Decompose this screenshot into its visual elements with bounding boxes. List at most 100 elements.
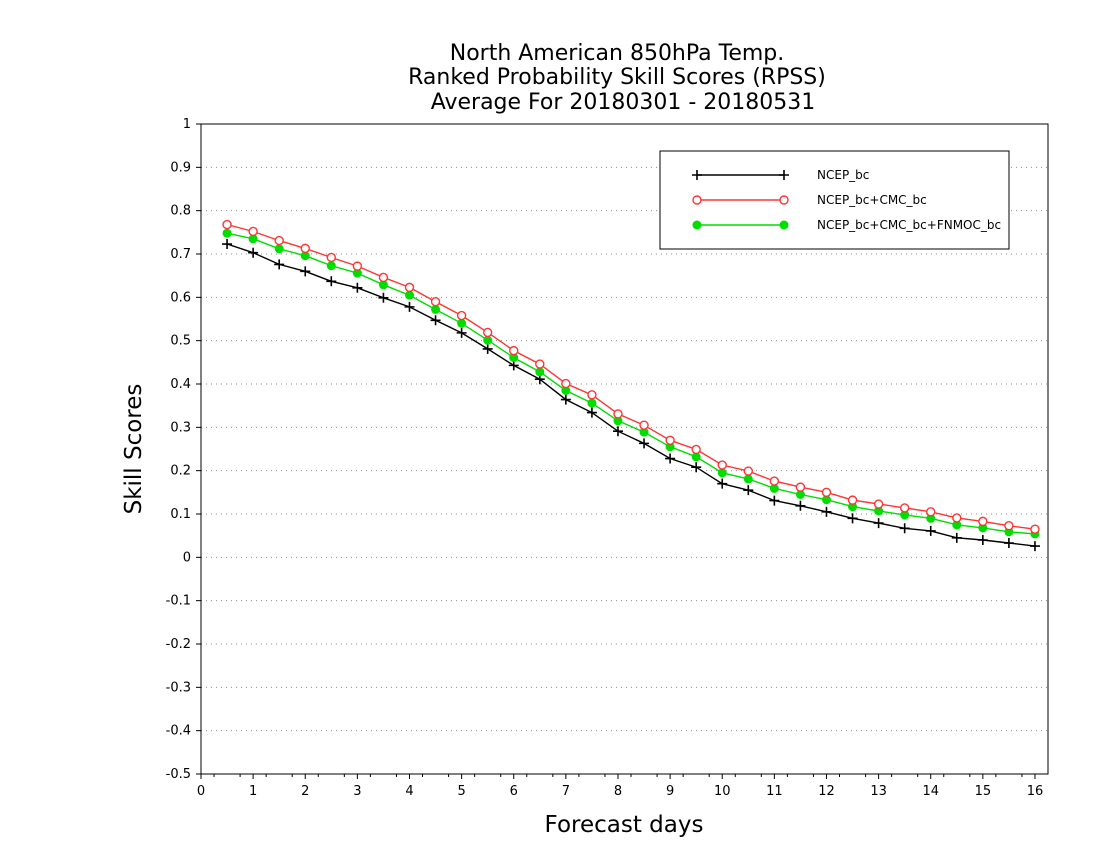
chart-title-line-2: Ranked Probability Skill Scores (RPSS): [408, 65, 826, 90]
filled-circle-marker: [587, 398, 597, 408]
open-circle-marker: [430, 296, 441, 307]
plus-marker: [925, 525, 936, 536]
y-tick-label: -0.5: [166, 767, 191, 782]
legend-label: NCEP_bc+CMC_bc: [817, 193, 927, 207]
filled-circle-marker: [743, 474, 753, 484]
open-circle-marker: [795, 482, 806, 492]
filled-circle-marker: [483, 335, 493, 345]
x-tick-label: 10: [714, 784, 731, 799]
open-circle-marker: [300, 243, 310, 254]
open-circle-marker: [509, 345, 519, 356]
plus-marker: [300, 266, 311, 277]
filled-circle-marker: [222, 228, 232, 238]
y-axis-ticks: -0.5 -0.4 -0.3 -0.2 -0.1 0 0.1 0.2 0.3 0.4 0.5 0.6 0…: [166, 117, 201, 782]
plus-marker: [456, 327, 467, 338]
filled-circle-marker: [692, 220, 702, 230]
filled-circle-marker: [457, 318, 467, 328]
filled-circle-marker: [535, 367, 545, 377]
x-tick-label: 13: [870, 784, 887, 799]
y-tick-label: -0.4: [166, 724, 191, 739]
x-axis-title: Forecast days: [545, 812, 704, 838]
series-layer: [222, 219, 1040, 552]
x-tick-label: 7: [562, 784, 570, 799]
plus-marker: [951, 532, 962, 543]
y-tick-label: -0.1: [166, 594, 191, 609]
plus-marker: [899, 523, 910, 534]
open-circle-marker: [743, 466, 753, 476]
y-tick-label: 0.3: [170, 420, 191, 435]
plus-marker: [274, 259, 285, 270]
plus-marker: [1029, 541, 1040, 552]
plus-marker: [977, 535, 988, 545]
open-circle-marker: [378, 272, 389, 283]
y-tick-label: 0.9: [170, 160, 191, 175]
plus-marker: [222, 239, 233, 250]
open-circle-marker: [692, 195, 702, 205]
series-ncep-bc-cmc-bc-fnmoc-bc: [222, 228, 1040, 539]
open-circle-marker: [779, 195, 789, 205]
x-tick-label: 1: [249, 784, 257, 799]
x-tick-label: 6: [510, 784, 518, 799]
chart-title-line-1: North American 850hPa Temp.: [450, 41, 785, 66]
y-tick-label: 0: [183, 550, 191, 565]
plus-marker: [821, 506, 832, 517]
y-tick-label: -0.2: [166, 637, 191, 652]
filled-circle-marker: [717, 468, 727, 478]
plus-marker: [692, 170, 702, 180]
y-tick-label: 0.2: [170, 464, 191, 479]
plus-marker: [248, 247, 259, 258]
filled-circle-marker: [274, 244, 284, 254]
open-circle-marker: [952, 513, 962, 523]
open-circle-marker: [899, 503, 910, 513]
open-circle-marker: [639, 420, 649, 430]
plus-marker: [482, 343, 493, 354]
filled-circle-marker: [326, 261, 336, 271]
plus-marker: [352, 282, 363, 293]
open-circle-marker: [1004, 521, 1014, 531]
open-circle-marker: [222, 219, 232, 230]
y-tick-label: 0.4: [170, 377, 191, 392]
plus-marker: [612, 426, 623, 437]
x-tick-label: 15: [975, 784, 992, 799]
x-tick-label: 3: [353, 784, 361, 799]
filled-circle-marker: [779, 220, 789, 230]
open-circle-marker: [326, 252, 337, 263]
chart-title: North American 850hPa Temp. Ranked Proba…: [408, 41, 826, 115]
y-tick-label: 1: [183, 117, 191, 132]
open-circle-marker: [456, 310, 467, 321]
plus-marker: [717, 478, 728, 489]
open-circle-marker: [717, 460, 727, 470]
open-circle-marker: [248, 226, 258, 237]
x-tick-label: 4: [405, 784, 413, 799]
chart-title-line-3: Average For 20180301 - 20180531: [431, 90, 816, 115]
plus-marker: [404, 301, 415, 312]
open-circle-marker: [535, 359, 545, 369]
plus-marker: [378, 292, 389, 303]
open-circle-marker: [873, 499, 884, 509]
open-circle-marker: [352, 261, 363, 271]
x-tick-label: 12: [818, 784, 835, 799]
open-circle-marker: [587, 390, 597, 400]
plus-marker: [847, 513, 858, 524]
open-circle-marker: [274, 235, 284, 246]
x-tick-label: 2: [301, 784, 309, 799]
series-line: [226, 243, 1036, 547]
filled-circle-marker: [431, 304, 441, 314]
legend-label: NCEP_bc: [817, 168, 869, 182]
open-circle-marker: [926, 507, 936, 517]
plus-marker: [795, 500, 806, 511]
x-tick-label: 11: [766, 784, 783, 799]
x-tick-label: 9: [666, 784, 674, 799]
grid-lines: [201, 166, 1048, 732]
x-axis-ticks: 0 1 2 3 4 5 6 7 8 9 10 11 12 13 14 15 16: [197, 774, 1043, 799]
open-circle-marker: [561, 378, 571, 389]
open-circle-marker: [821, 487, 832, 498]
plus-marker: [586, 407, 597, 418]
y-tick-label: 0.7: [170, 247, 191, 262]
plus-marker: [326, 276, 337, 287]
open-circle-marker: [769, 476, 780, 486]
y-tick-label: 0.1: [170, 507, 191, 522]
y-tick-label: 0.8: [170, 204, 191, 219]
open-circle-marker: [613, 409, 623, 419]
